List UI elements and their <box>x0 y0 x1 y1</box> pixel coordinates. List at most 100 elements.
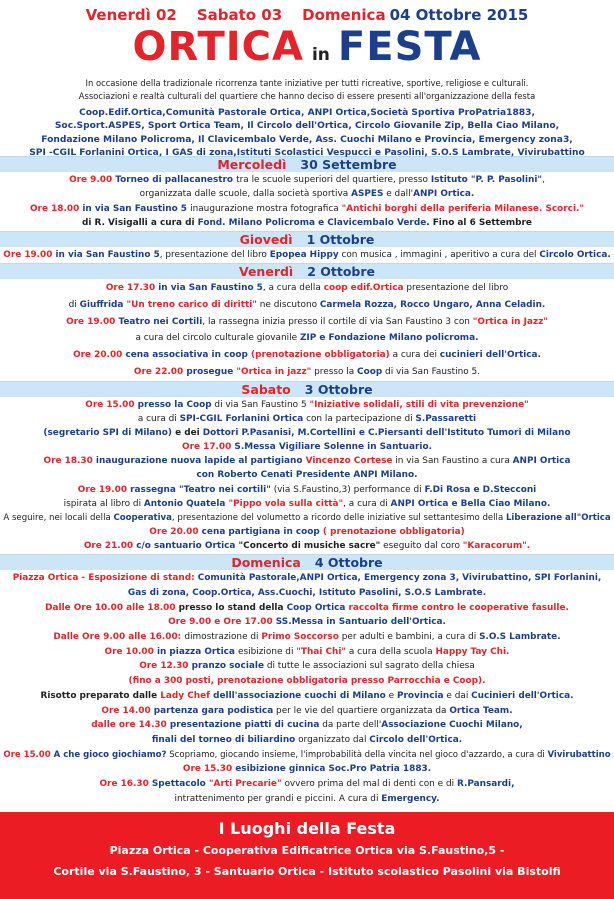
event-text: ASPES <box>351 189 384 200</box>
event-text: presso la <box>311 366 358 377</box>
event-text: ZIP e Fondazione Milano policroma. <box>299 333 479 344</box>
event-line: Ore 20.00 cena partigiana in coop ( pren… <box>0 525 614 539</box>
event-line: finali del torneo di biliardino organizz… <box>0 733 614 747</box>
event-line: a cura del circolo culturale giovanile Z… <box>0 331 614 345</box>
event-text: , a cura della <box>262 283 324 294</box>
event-text: . Fino al 6 Settembre <box>426 217 532 228</box>
day-header: Giovedì 1 Ottobre <box>0 231 614 247</box>
event-text: Dalle Ore 9.00 alle 16.00: <box>53 632 185 643</box>
event-text: di <box>68 299 80 310</box>
event-line: (fino a 300 posti, prenotazione obbligat… <box>0 674 614 688</box>
event-text: Ore 15.30 <box>182 764 236 775</box>
event-text: ANPI Ortica <box>512 456 571 467</box>
event-line: Ore 15.00 A che gioco giochiamo? Scopria… <box>0 748 614 762</box>
event-text: tra le scuole superiori del quartiere, p… <box>236 175 431 186</box>
intro-line: Associazioni e realtà culturali del quar… <box>78 91 536 101</box>
event-text: cena associativa in coop <box>125 349 252 360</box>
day-date: 1 Ottobre <box>306 232 375 247</box>
event-text: a cura della scuola <box>346 646 436 657</box>
event-text: presentazione del libro <box>403 283 509 294</box>
event-text: prosegue <box>186 366 237 377</box>
event-text: Ore 15.00 <box>85 400 138 411</box>
event-text: (via S.Faustino,3) performance di <box>270 484 425 495</box>
event-text: e dai <box>443 690 472 701</box>
event-text: Ore 17.30 <box>105 283 159 294</box>
event-line: Ore 19.00 Teatro nei Cortili, la rassegn… <box>0 315 614 329</box>
event-text: "Iniziative solidali, stili di vita prev… <box>309 400 529 411</box>
event-text: Ore 18.30 <box>43 456 96 467</box>
event-text: Ore 19.00 <box>77 484 131 495</box>
event-line: Ore 10.00 in piazza Ortica esibizione di… <box>0 645 614 659</box>
event-text: Spettacolo <box>151 778 209 789</box>
event-text: "Concerto di musiche sacre" <box>238 540 381 551</box>
event-text: Vincenzo Cortese <box>305 456 393 467</box>
event-line: Ore 9.00 e Ore 17.00 SS.Messa in Santuar… <box>0 615 614 629</box>
event-line: Ore 20.00 cena associativa in coop (pren… <box>0 348 614 362</box>
date-label: 04 Ottobre 2015 <box>389 6 529 24</box>
event-line: Ore 18.30 inaugurazione nuova lapide al … <box>0 454 614 468</box>
day-date: 4 Ottobre <box>314 555 383 570</box>
event-text: Provincia <box>396 690 444 701</box>
poster-header: Venerdì 02 Sabato 03 Domenica 04 Ottobre 20… <box>0 0 614 158</box>
event-line: Ore 19.00 rassegna "Teatro nei cortili" … <box>0 483 614 497</box>
event-text: esibizione ginnica Soc.Pro Patria 1883. <box>235 764 432 775</box>
event-text: Istituto "P. P. Pasolini" <box>430 175 543 186</box>
event-text: a cura di <box>137 414 180 425</box>
event-text: in via San Faustino 5 <box>82 203 191 214</box>
event-text: di via San Faustino 5 <box>211 400 310 411</box>
date-label: Sabato 03 <box>196 6 283 24</box>
event-text: in via San Faustino a cura <box>392 456 513 467</box>
event-text: Coop <box>357 366 383 377</box>
day-events: Ore 15.00 presso la Coop di via San Faus… <box>0 397 614 554</box>
event-text: organizzato dal <box>295 734 370 745</box>
event-text: Ore 17.00 <box>182 442 235 453</box>
event-text: Fond. Milano Policroma e Clavicembalo Ve… <box>197 217 427 228</box>
event-text: , a cura di <box>343 498 391 509</box>
event-text: Dalle Ore 10.00 alle 18.00 <box>45 602 179 613</box>
event-text: Coop <box>186 400 212 411</box>
event-text: Epopea Hippy <box>269 250 339 260</box>
event-text: da parte dell' <box>319 720 382 731</box>
event-text: Ore 19.00 <box>3 250 56 260</box>
title-ortica: ORTICA <box>132 24 304 70</box>
day-date: 2 Ottobre <box>307 264 376 279</box>
event-line: Gas di zona, Coop.Ortica, Ass.Cuochi, Is… <box>0 586 614 600</box>
event-text: A che gioco giochiamo? <box>53 749 167 760</box>
event-text: inaugurazione nuova lapide al partigiano <box>95 456 306 467</box>
event-text: di via San Faustino 5. <box>382 366 481 377</box>
event-text: Ore 9.00 <box>69 175 116 186</box>
event-text: Scopriamo, giocando insieme, l'improbabi… <box>166 749 548 760</box>
program-schedule: Mercoledì 30 Settembre Ore 9.00 Torneo di … <box>0 156 614 807</box>
event-text: ANPI Ortica e Bella Ciao Milano. <box>390 498 551 509</box>
event-text: a cura di <box>150 217 198 228</box>
event-text: c/o santuario Ortica <box>136 540 239 551</box>
event-line: Risotto preparato dalle Lady Chef delll'… <box>0 689 614 703</box>
event-text: intrattenimento per grandi e piccini. A … <box>174 793 382 804</box>
event-text: Giuffrida <box>79 299 127 310</box>
day-date: 30 Settembre <box>300 157 397 172</box>
event-text: di R. Visigalli <box>82 217 151 228</box>
event-text: Ore 10.00 <box>104 646 157 657</box>
event-text: Primo Soccorso <box>261 632 339 643</box>
event-text: Circolo Ortica. <box>539 250 611 260</box>
day-name: Giovedì <box>239 232 293 247</box>
intro-line: In occasione della tradizionale ricorren… <box>85 78 529 88</box>
title-in: in <box>311 45 330 65</box>
event-text: Ore 16.30 <box>99 778 152 789</box>
event-text: Ore 20.00 <box>149 526 202 537</box>
event-line: Dalle Ore 9.00 alle 16.00: dimostrazione… <box>0 630 614 644</box>
day-events: Ore 19.00 in via San Faustino 5, present… <box>0 247 614 263</box>
event-text: (prenotazione obbligatoria) <box>251 349 390 360</box>
event-line: Dalle Ore 10.00 alle 18.00 presso lo sta… <box>0 601 614 615</box>
event-text: Gas di zona, Coop.Ortica, Ass.Cuochi, Is… <box>127 588 487 599</box>
poster-title: ORTICA in FESTA <box>0 25 614 77</box>
event-text: Emergency. <box>381 793 440 804</box>
event-text: finali del torneo di biliardino <box>151 734 296 745</box>
event-text: (fino a 300 posti, prenotazione obbligat… <box>128 676 486 687</box>
day-events: Ore 17.30 in via San Faustino 5, a cura … <box>0 279 614 381</box>
event-text: Happy Tay Chi. <box>435 646 510 657</box>
event-text: , la rassegna inizia presso il cortile d… <box>202 316 473 327</box>
event-text: ne discutono <box>256 299 320 310</box>
event-line: dalle ore 14.30 presentazione piatti di … <box>0 718 614 732</box>
event-text: organizzata dalle scuole, dalla società … <box>139 189 352 200</box>
